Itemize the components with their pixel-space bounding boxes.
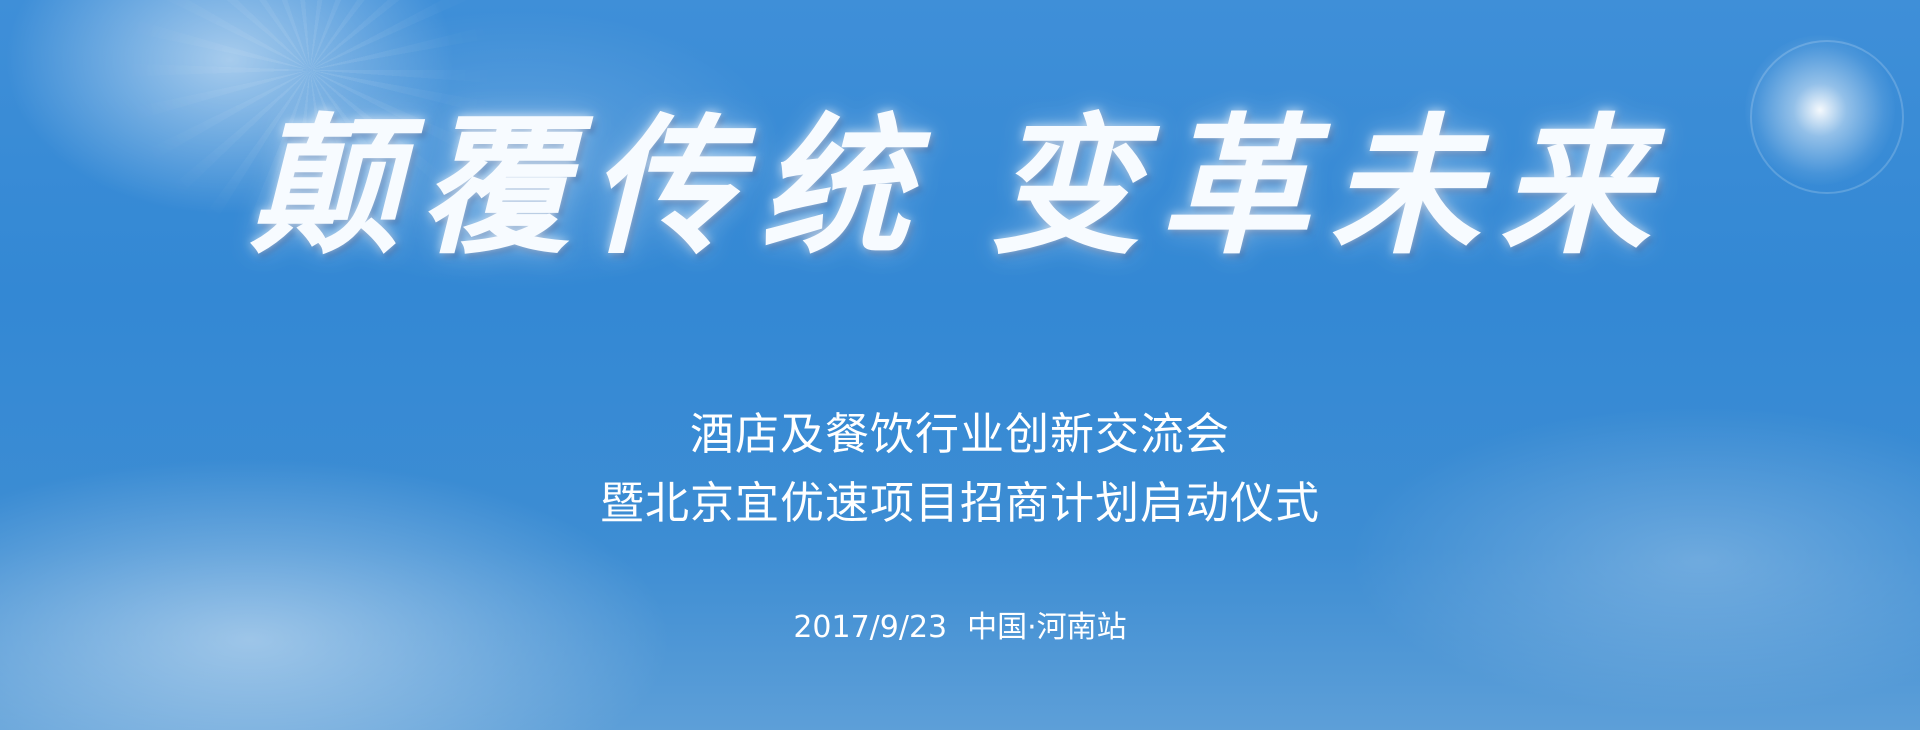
event-date: 2017/9/23 bbox=[793, 610, 948, 645]
subtitle-line-2: 暨北京宜优速项目招商计划启动仪式 bbox=[600, 478, 1320, 529]
lens-flare-ring bbox=[1750, 40, 1904, 194]
event-location: 中国·河南站 bbox=[967, 610, 1127, 645]
sun-rays bbox=[120, 0, 500, 260]
event-info: 2017/9/23 中国·河南站 bbox=[0, 602, 1920, 646]
headline: 颠覆传统 变革未来 bbox=[0, 112, 1920, 262]
headline-left: 颠覆传统 bbox=[249, 99, 930, 275]
subtitle-line-1: 酒店及餐饮行业创新交流会 bbox=[690, 409, 1230, 460]
headline-right: 变革未来 bbox=[990, 99, 1671, 275]
